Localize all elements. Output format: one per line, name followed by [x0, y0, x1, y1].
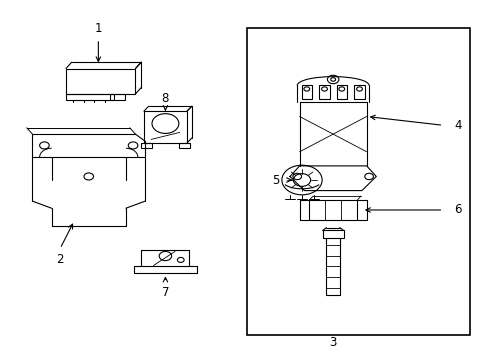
Text: 8: 8: [162, 93, 169, 105]
Bar: [110, 94, 124, 100]
Text: 6: 6: [453, 203, 461, 216]
Text: 5: 5: [271, 174, 279, 186]
Bar: [319, 85, 329, 99]
Bar: [322, 230, 343, 238]
Text: 3: 3: [329, 336, 336, 349]
Bar: [308, 200, 356, 220]
Text: 1: 1: [94, 22, 102, 35]
Bar: [140, 143, 152, 148]
Bar: [143, 111, 186, 143]
Bar: [179, 143, 190, 148]
Bar: [246, 28, 469, 335]
Bar: [353, 85, 364, 99]
Text: 7: 7: [162, 287, 169, 300]
Text: 2: 2: [56, 253, 63, 266]
Bar: [66, 68, 135, 94]
Text: 4: 4: [453, 119, 461, 132]
Bar: [301, 85, 311, 99]
Bar: [141, 250, 189, 266]
Bar: [66, 94, 114, 100]
Bar: [336, 85, 346, 99]
